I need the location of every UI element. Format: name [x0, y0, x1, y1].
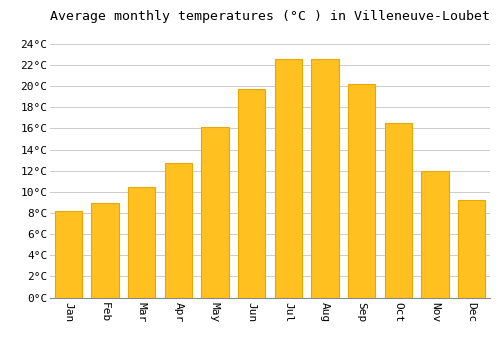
- Title: Average monthly temperatures (°C ) in Villeneuve-Loubet: Average monthly temperatures (°C ) in Vi…: [50, 10, 490, 23]
- Bar: [311, 59, 339, 298]
- Bar: [91, 203, 119, 298]
- Bar: [54, 211, 82, 298]
- Bar: [384, 123, 412, 298]
- Bar: [274, 59, 302, 298]
- Bar: [458, 200, 485, 298]
- Bar: [164, 163, 192, 298]
- Bar: [421, 171, 448, 298]
- Bar: [348, 84, 376, 298]
- Bar: [238, 89, 266, 298]
- Bar: [128, 187, 156, 298]
- Bar: [201, 127, 229, 298]
